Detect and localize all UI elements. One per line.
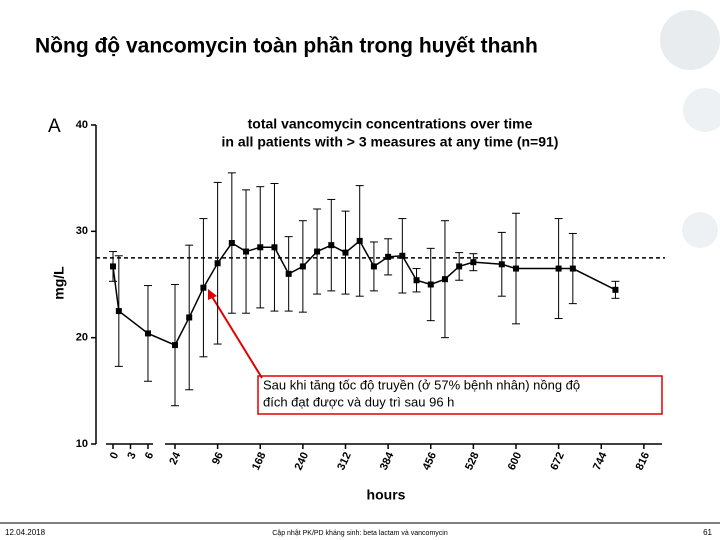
data-point (612, 286, 619, 293)
annotation-arrow (210, 294, 263, 379)
data-point (186, 314, 193, 321)
background-decor (683, 88, 720, 132)
page-number: 61 (703, 528, 712, 537)
x-tick-label: 24 (167, 450, 183, 467)
data-point (243, 248, 250, 255)
data-point (257, 244, 264, 251)
data-point (427, 281, 434, 288)
footer-date: 12.04.2018 (5, 528, 46, 537)
data-point (370, 263, 377, 270)
slide-title: Nồng độ vancomycin toàn phần trong huyết… (35, 35, 538, 58)
data-point (228, 240, 235, 247)
x-tick-label: 96 (210, 450, 226, 466)
x-tick-label: 6 (143, 450, 156, 461)
background-decor (660, 10, 720, 70)
data-point (271, 244, 278, 251)
data-point (299, 263, 306, 270)
annotation: Sau khi tăng tốc độ truyền (ở 57% bệnh n… (263, 377, 580, 392)
panel-label: A (48, 116, 61, 137)
y-tick-label: 20 (76, 332, 88, 344)
data-point (115, 308, 122, 315)
data-point (555, 265, 562, 272)
x-tick-label: 0 (108, 450, 121, 461)
data-point (498, 261, 505, 268)
data-point (356, 237, 363, 244)
annotation-box (257, 375, 663, 415)
data-point (314, 248, 321, 255)
data-line (112, 239, 616, 347)
data-point (470, 259, 477, 266)
data-point (172, 342, 178, 349)
annotation-arrowhead (208, 289, 217, 300)
data-point (285, 270, 292, 277)
y-tick-label: 30 (76, 225, 88, 237)
data-point (110, 263, 116, 270)
data-point (342, 249, 349, 256)
x-axis-label: hours (367, 487, 406, 503)
data-point (413, 277, 420, 284)
background-decor (682, 212, 718, 248)
footer-text: Cập nhật PK/PD kháng sinh: beta lactam v… (272, 530, 448, 537)
data-point (328, 242, 335, 249)
data-point (200, 284, 207, 291)
annotation: đích đạt được và duy trì sau 96 h (263, 394, 454, 409)
data-point (399, 252, 406, 259)
data-point (441, 276, 448, 283)
chart-title: total vancomycin concentrations over tim… (248, 116, 533, 132)
chart-title: in all patients with > 3 measures at any… (222, 134, 559, 150)
y-tick-label: 40 (76, 119, 88, 131)
data-point (385, 253, 392, 260)
x-tick-label: 3 (125, 450, 138, 461)
y-axis-label: mg/L (51, 266, 67, 300)
data-point (214, 260, 221, 267)
data-point (456, 263, 463, 270)
chart-area (40, 110, 668, 515)
data-point (144, 330, 151, 337)
data-point (512, 265, 519, 272)
data-point (569, 265, 576, 272)
y-tick-label: 10 (76, 438, 88, 450)
